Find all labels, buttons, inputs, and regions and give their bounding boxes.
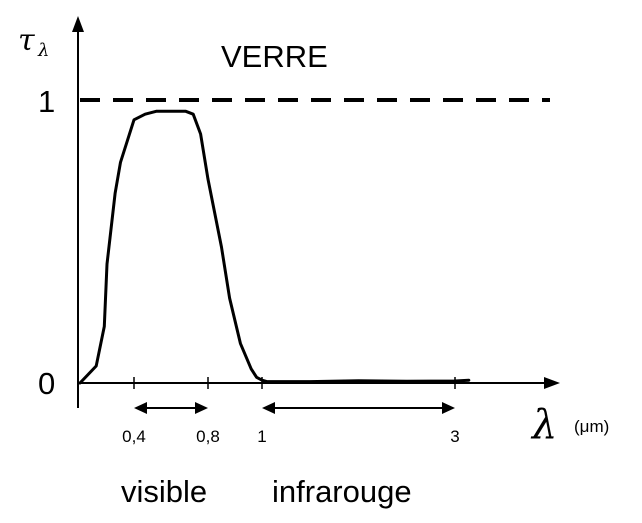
x-tick-label: 0,8 — [196, 427, 220, 446]
range-label-infrarouge: infrarouge — [272, 474, 412, 509]
x-tick-label: 3 — [450, 427, 459, 446]
transmission-curve — [78, 109, 471, 385]
y-axis-label-subscript: λ — [37, 40, 49, 61]
x-axis-label: λ — [530, 402, 557, 448]
x-tick-label: 0,4 — [122, 427, 146, 446]
y-tick-label-1: 1 — [38, 84, 55, 119]
x-axis-unit: (μm) — [574, 417, 609, 436]
x-tick-label: 1 — [257, 427, 266, 446]
range-label-visible: visible — [121, 474, 207, 509]
y-axis-label: τ — [18, 23, 35, 58]
chart-title: VERRE — [221, 39, 328, 74]
y-axis-arrowhead — [72, 16, 84, 32]
x-axis-arrowhead — [544, 377, 560, 389]
range-arrow-visible — [134, 402, 208, 414]
y-tick-label-0: 0 — [38, 366, 55, 401]
range-arrow-infrarouge — [262, 402, 455, 414]
